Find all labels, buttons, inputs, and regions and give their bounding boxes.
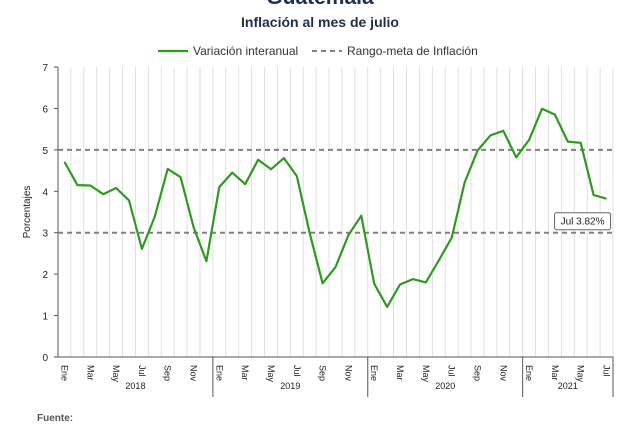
x-month-label: Mar (85, 365, 95, 381)
x-month-label: Mar (395, 365, 405, 381)
y-tick-label: 3 (42, 229, 48, 240)
year-label: 2020 (435, 381, 455, 391)
x-month-label: Nov (189, 365, 199, 382)
x-month-label: Jul (447, 365, 457, 377)
x-month-label: May (266, 365, 276, 383)
annotation-box (554, 212, 612, 231)
y-axis-label: Porcentajes (22, 186, 33, 239)
chart-subtitle: Inflación al mes de julio (241, 14, 399, 30)
legend-label-target: Rango-meta de Inflación (347, 44, 478, 58)
year-label: 2019 (280, 381, 300, 391)
y-tick-label: 1 (42, 312, 48, 323)
y-tick-label: 4 (42, 187, 48, 198)
x-month-label: May (111, 365, 121, 383)
x-month-label: Mar (240, 365, 250, 381)
y-tick-label: 0 (42, 353, 48, 364)
y-tick-label: 2 (42, 270, 48, 281)
inflation-series-line (63, 107, 607, 308)
x-month-label: May (576, 365, 586, 383)
x-month-label: Ene (524, 365, 534, 381)
x-month-label: Ene (59, 365, 69, 381)
legend-label-interanual: Variación interanual (193, 44, 298, 58)
x-month-label: Sep (318, 365, 328, 381)
y-tick-label: 7 (42, 63, 48, 74)
x-month-label: May (421, 365, 431, 383)
year-label: 2021 (558, 381, 578, 391)
source-label: Fuente: (37, 413, 74, 424)
x-month-label: Sep (163, 365, 173, 381)
year-label: 2018 (125, 381, 145, 391)
x-month-label: Mar (550, 365, 560, 381)
y-tick-label: 5 (42, 146, 48, 157)
annotation-label: Jul 3.82% (561, 217, 605, 228)
y-tick-label: 6 (42, 104, 48, 115)
x-month-label: Sep (472, 365, 482, 381)
x-month-label: Nov (498, 365, 508, 382)
x-month-label: Jul (292, 365, 302, 377)
x-month-label: Nov (343, 365, 353, 382)
x-month-label: Jul (137, 365, 147, 377)
x-month-label: Ene (369, 365, 379, 381)
chart-title: Guatemala (0, 0, 640, 10)
x-month-label: Jul (602, 365, 612, 377)
x-month-label: Ene (214, 365, 224, 381)
